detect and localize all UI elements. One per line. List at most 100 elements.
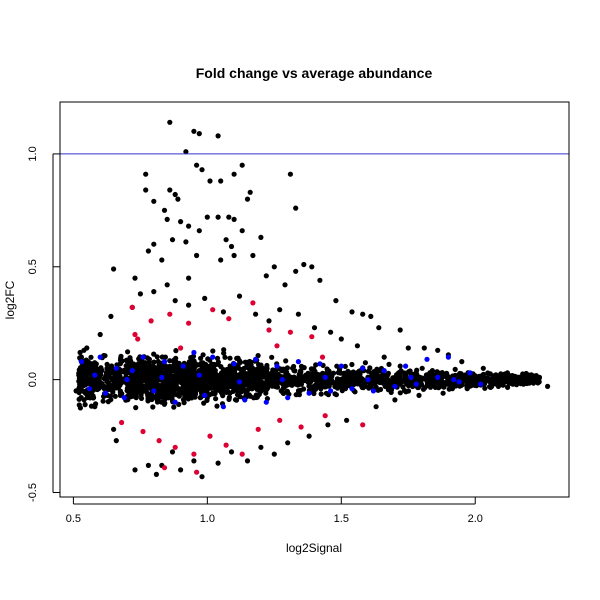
data-point: [231, 368, 238, 375]
data-point-black: [199, 474, 205, 480]
data-point: [226, 396, 232, 402]
data-point-black: [169, 237, 176, 243]
data-point: [530, 376, 536, 382]
data-point: [505, 384, 511, 390]
data-point: [405, 381, 411, 387]
data-point: [297, 376, 303, 382]
data-point: [212, 391, 218, 397]
data-point: [169, 367, 176, 373]
data-point: [362, 360, 368, 366]
data-point: [313, 373, 319, 379]
data-point-black: [204, 214, 210, 220]
data-point-blue: [365, 377, 371, 383]
data-point-black: [301, 261, 307, 268]
data-point-red: [287, 329, 293, 335]
data-point: [232, 373, 239, 379]
data-point-red: [223, 442, 229, 448]
data-point: [82, 402, 88, 408]
data-point: [247, 383, 253, 389]
data-point: [301, 365, 307, 371]
data-point: [102, 353, 108, 359]
data-point: [125, 367, 131, 373]
data-point: [203, 361, 209, 368]
data-point: [271, 375, 277, 381]
data-point: [192, 394, 198, 400]
data-point-black: [215, 133, 221, 139]
data-point-black: [293, 268, 299, 274]
data-point: [397, 373, 403, 379]
data-point: [355, 380, 361, 386]
y-tick-label: 1.0: [27, 146, 39, 161]
data-point-blue: [121, 395, 127, 401]
data-point-black: [207, 178, 213, 184]
data-point: [154, 399, 161, 405]
data-point: [351, 378, 357, 384]
data-point-black: [263, 273, 269, 279]
data-point-black: [132, 467, 138, 473]
data-point-black: [223, 237, 229, 243]
data-point: [152, 383, 158, 389]
data-point-blue: [435, 374, 441, 380]
data-point: [480, 371, 487, 377]
data-point-black: [250, 252, 256, 259]
data-point-black: [282, 282, 288, 288]
data-point-blue: [113, 365, 119, 371]
data-points: [73, 119, 551, 480]
data-point-blue: [231, 361, 237, 367]
data-point-blue: [180, 363, 186, 369]
data-point-black: [191, 458, 197, 464]
data-point: [198, 360, 204, 366]
data-point: [162, 364, 168, 370]
data-point: [125, 349, 131, 355]
data-point-black: [360, 311, 366, 317]
data-point: [247, 374, 253, 380]
data-point: [396, 379, 403, 385]
data-point: [305, 379, 311, 385]
axis-ticks: 0.5 1.0 1.5 2.0 -0.5 0.0 0.5 1.0: [27, 146, 483, 525]
data-point-blue: [263, 399, 269, 405]
data-point-blue: [295, 359, 301, 365]
data-point: [482, 385, 488, 391]
data-point: [188, 369, 194, 375]
data-point: [240, 367, 246, 373]
data-point-black: [164, 216, 170, 222]
data-point-black: [376, 325, 382, 331]
data-point: [157, 383, 163, 389]
data-point: [151, 351, 157, 357]
data-point: [236, 384, 242, 390]
data-point: [104, 365, 110, 371]
data-point-red: [186, 320, 192, 326]
data-point: [167, 358, 173, 364]
data-point-black: [178, 467, 184, 473]
data-point: [210, 348, 216, 354]
data-point-black: [196, 228, 202, 234]
data-point: [127, 358, 133, 364]
data-point-blue: [478, 381, 484, 387]
data-point: [251, 395, 257, 401]
data-point: [150, 404, 156, 410]
data-point: [493, 374, 500, 380]
data-point-black: [78, 354, 84, 360]
data-point: [254, 375, 260, 381]
data-point-blue: [328, 388, 334, 394]
data-point-black: [113, 438, 119, 444]
data-point: [139, 371, 145, 377]
data-point-black: [464, 386, 470, 392]
data-point: [162, 354, 168, 360]
y-tick-label: 0.0: [27, 372, 39, 387]
data-point: [188, 381, 195, 387]
data-point: [498, 371, 504, 377]
data-point: [133, 364, 140, 370]
data-point-black: [435, 347, 441, 353]
data-point: [143, 369, 149, 375]
data-point: [77, 349, 83, 356]
data-point-blue: [408, 374, 414, 380]
data-point-black: [338, 336, 344, 342]
data-point: [326, 383, 332, 389]
data-point: [498, 381, 504, 387]
data-point-black: [143, 171, 149, 177]
data-point: [419, 365, 425, 371]
data-point-blue: [467, 370, 473, 376]
data-point-black: [440, 390, 446, 396]
data-point: [234, 392, 241, 398]
